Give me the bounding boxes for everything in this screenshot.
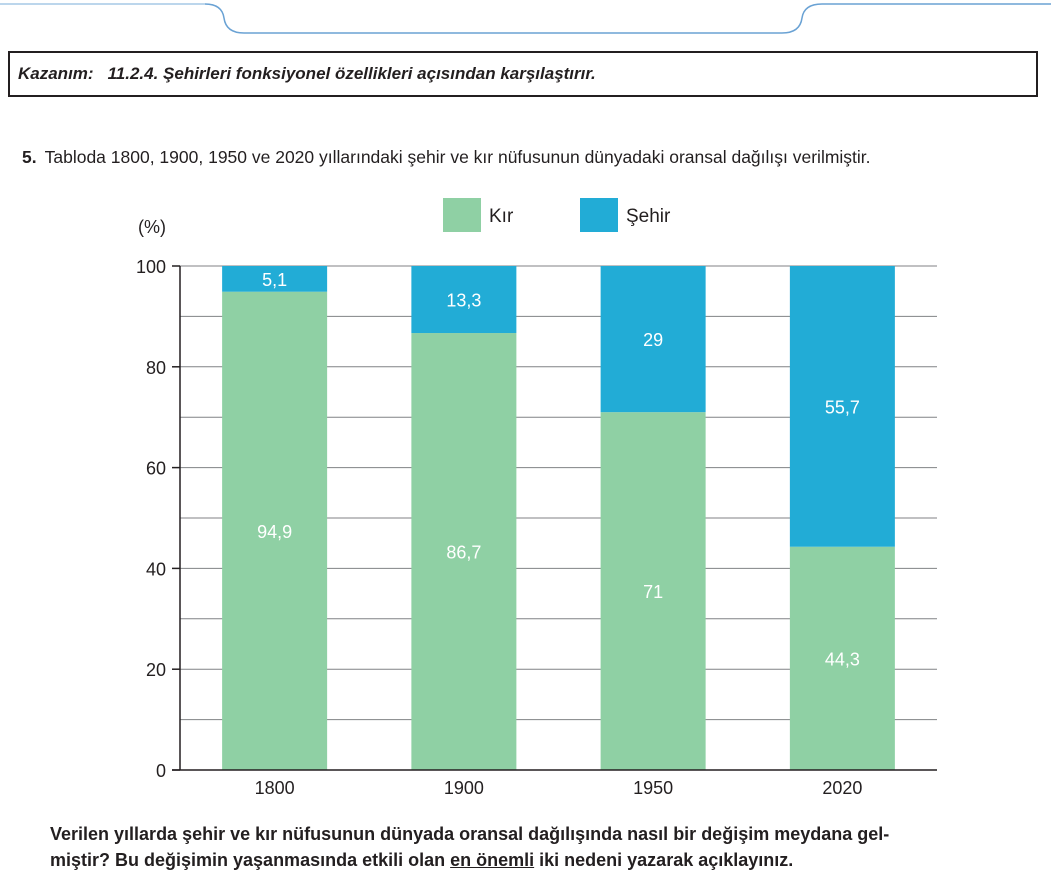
bar-segment-kir (789, 546, 895, 770)
legend-swatch-sehir (580, 198, 618, 232)
data-label: 44,3 (825, 649, 860, 669)
y-tick-label: 80 (146, 358, 166, 378)
y-tick-label: 0 (156, 761, 166, 781)
data-label: 55,7 (825, 397, 860, 417)
bar-segment-sehir (411, 266, 517, 334)
learning-outcome-box: Kazanım: 11.2.4. Şehirleri fonksiyonel ö… (8, 51, 1038, 97)
y-tick-label: 40 (146, 559, 166, 579)
data-label: 71 (643, 582, 663, 602)
data-label: 13,3 (446, 291, 481, 311)
top-tab-decoration (0, 3, 1051, 34)
bars (222, 266, 895, 770)
labels: 94,9 5,1 1800 86,7 13,3 1900 71 29 1950 44,3 55,7 2… (136, 198, 862, 798)
legend-swatch-kir (443, 198, 481, 232)
instruction-line-2-end: iki nedeni yazarak açıklayınız. (534, 850, 794, 870)
learning-outcome-label: Kazanım: (18, 64, 94, 83)
question-text: Tabloda 1800, 1900, 1950 ve 2020 yılları… (44, 147, 871, 167)
bar-segment-sehir (600, 266, 706, 413)
data-label: 86,7 (446, 543, 481, 563)
legend-label: Şehir (626, 206, 671, 227)
y-tick-label: 20 (146, 660, 166, 680)
x-tick-label: 2020 (822, 778, 862, 798)
stacked-bar-chart: 94,9 5,1 1800 86,7 13,3 1900 71 29 1950 44,3 55,7 2… (136, 198, 937, 798)
data-label: 94,9 (257, 522, 292, 542)
instruction-line-1: Verilen yıllarda şehir ve kır nüfusunun … (50, 824, 890, 844)
question-stem: 5. Tabloda 1800, 1900, 1950 ve 2020 yılla… (22, 147, 871, 168)
question-number: 5. (22, 147, 37, 167)
learning-outcome-text: 11.2.4. Şehirleri fonksiyonel özellikler… (107, 64, 596, 83)
x-tick-label: 1900 (444, 778, 484, 798)
axes (172, 265, 937, 771)
instruction-line-2-start: miştir? Bu değişimin yaşanmasında etkili… (50, 850, 451, 870)
y-axis-label: (%) (138, 217, 166, 237)
data-label: 5,1 (262, 270, 287, 290)
legend-label: Kır (489, 206, 514, 227)
x-tick-label: 1950 (633, 778, 673, 798)
bar-segment-kir (222, 291, 328, 770)
instruction-line-2: miştir? Bu değişimin yaşanmasında etkili… (50, 847, 1040, 873)
x-tick-label: 1800 (255, 778, 295, 798)
bar-segment-kir (411, 333, 517, 770)
y-tick-label: 60 (146, 459, 166, 479)
bar-segment-sehir (222, 266, 328, 292)
y-tick-label: 100 (136, 257, 166, 277)
instruction-text: Verilen yıllarda şehir ve kır nüfusunun … (50, 821, 1040, 873)
bar-segment-kir (600, 412, 706, 770)
instruction-emphasis: en önemli (450, 850, 535, 870)
bar-segment-sehir (789, 266, 895, 547)
data-label: 29 (643, 330, 663, 350)
